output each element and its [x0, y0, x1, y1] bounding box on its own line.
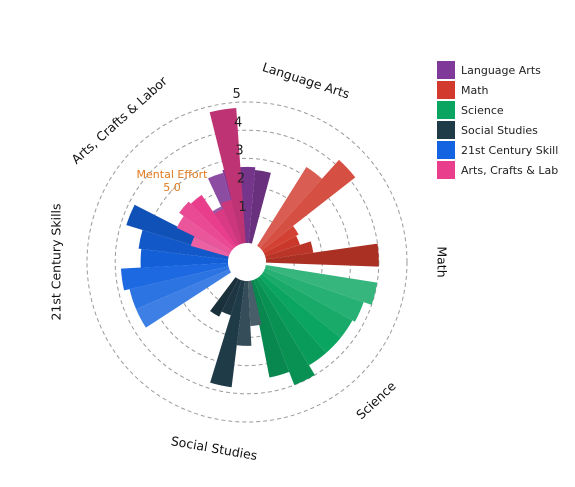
radial-tick-label: 1 — [238, 200, 246, 215]
bar[interactable] — [257, 166, 322, 248]
bar[interactable] — [250, 279, 290, 378]
legend-label: Social Studies — [461, 123, 538, 137]
bar[interactable] — [259, 273, 341, 353]
bar[interactable] — [247, 280, 262, 327]
dimension-label: Arts, Crafts & Labor — [68, 73, 170, 167]
legend-item[interactable]: Social Studies — [437, 120, 575, 140]
legend-label: Math — [461, 83, 489, 97]
bar[interactable] — [263, 235, 300, 257]
dimension-label: Social Studies — [170, 433, 259, 463]
dimension-label: Language Arts — [261, 59, 352, 101]
bar[interactable] — [238, 166, 256, 244]
bar[interactable] — [210, 280, 245, 388]
bar[interactable] — [209, 108, 246, 244]
bar[interactable] — [256, 276, 327, 366]
dimension-label: Science — [353, 378, 399, 422]
bar[interactable] — [259, 159, 356, 251]
grid-circle — [86, 101, 408, 423]
dimension-label: Math — [435, 246, 450, 277]
legend-item[interactable]: Science — [437, 100, 575, 120]
legend-label: Language Arts — [461, 63, 541, 77]
legend-swatch — [437, 161, 455, 179]
bar[interactable] — [190, 194, 237, 249]
legend-swatch — [437, 121, 455, 139]
bar[interactable] — [220, 199, 243, 245]
bar[interactable] — [190, 236, 230, 257]
bar[interactable] — [263, 268, 364, 322]
bar[interactable] — [136, 269, 232, 328]
radial-tick-label: 5 — [232, 87, 240, 102]
bar[interactable] — [265, 241, 314, 260]
bar[interactable] — [214, 208, 240, 247]
bar[interactable] — [121, 262, 229, 291]
bar[interactable] — [264, 264, 378, 305]
bar[interactable] — [261, 225, 299, 254]
legend-swatch — [437, 141, 455, 159]
legend-item[interactable]: 21st Century Skill — [437, 140, 575, 160]
legend-swatch — [437, 81, 455, 99]
bar[interactable] — [179, 201, 234, 251]
annotation-value: 5.0 — [163, 181, 181, 194]
bar[interactable] — [248, 170, 271, 244]
bar[interactable] — [221, 278, 242, 316]
bar[interactable] — [261, 271, 353, 338]
bars — [121, 108, 379, 388]
legend-swatch — [437, 61, 455, 79]
bar[interactable] — [265, 243, 379, 267]
legend-label: 21st Century Skill — [461, 143, 559, 157]
radial-tick-label: 4 — [234, 115, 242, 130]
bar[interactable] — [140, 249, 229, 268]
dimension-label: 21st Century Skills — [49, 203, 64, 320]
annotation-label: Mental Effort — [137, 168, 209, 181]
bar[interactable] — [138, 230, 229, 260]
legend-label: Arts, Crafts & Lab — [461, 163, 559, 177]
legend-item[interactable]: Math — [437, 80, 575, 100]
bar[interactable] — [236, 280, 252, 346]
radial-tick-label: 2 — [237, 172, 245, 187]
legend-swatch — [437, 101, 455, 119]
bar[interactable] — [210, 277, 239, 317]
radial-tick-labels: 1 2 3 4 5 — [232, 87, 246, 215]
legend: Language Arts Math Science Social Studies 21… — [437, 60, 575, 180]
bar[interactable] — [176, 216, 232, 254]
radial-tick-label: 3 — [235, 144, 243, 159]
bar[interactable] — [129, 266, 230, 310]
legend-item[interactable]: Language Arts — [437, 60, 575, 80]
legend-item[interactable]: Arts, Crafts & Lab — [437, 160, 575, 180]
legend-label: Science — [461, 103, 504, 117]
bar[interactable] — [253, 278, 315, 386]
center-hole — [228, 243, 266, 281]
